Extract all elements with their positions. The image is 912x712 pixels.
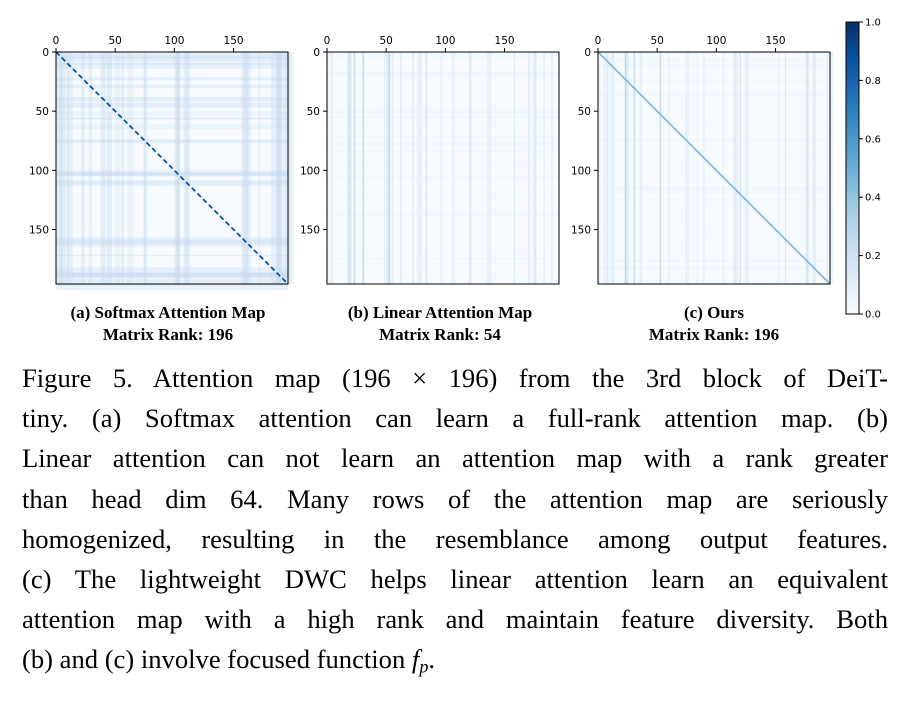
y-tick-label: 50 bbox=[307, 106, 320, 118]
y-tick-label: 0 bbox=[42, 47, 49, 59]
panel-c-title: (c) Ours bbox=[684, 303, 744, 322]
x-tick-label: 150 bbox=[495, 35, 515, 47]
x-tick-label: 150 bbox=[224, 35, 244, 47]
panel-b-rank: Matrix Rank: 54 bbox=[379, 325, 501, 344]
y-tick-label: 0 bbox=[584, 47, 591, 59]
colorbar-tick-label: 1.0 bbox=[865, 18, 881, 29]
x-tick-label: 100 bbox=[435, 35, 455, 47]
function-subscript: p bbox=[419, 656, 429, 677]
caption-line: Linear attention can not learn an attent… bbox=[22, 443, 888, 474]
x-tick-label: 0 bbox=[595, 35, 602, 47]
panel-a-caption: (a) Softmax Attention Map Matrix Rank: 1… bbox=[48, 302, 288, 346]
y-tick-label: 150 bbox=[29, 225, 49, 237]
colorbar-tick-label: 0.2 bbox=[865, 251, 881, 262]
attention-diagonal bbox=[55, 51, 289, 285]
caption-last-line: (b) and (c) involve focused function fp. bbox=[22, 639, 888, 687]
panel-b-plot: 0 50 100 150 0 50 100 150 bbox=[300, 35, 560, 285]
caption-line: attention map with a high rank and maint… bbox=[22, 604, 888, 635]
x-tick-label: 100 bbox=[706, 35, 726, 47]
figure-5: 0 50 100 150 0 50 100 150 0 50 100 150 0 50 100 150 0 50 1… bbox=[29, 18, 881, 346]
y-tick-label: 50 bbox=[36, 106, 49, 118]
panel-c-caption: (c) Ours Matrix Rank: 196 bbox=[594, 302, 834, 346]
caption-line: Figure 5. Attention map (196 × 196) from… bbox=[22, 363, 888, 393]
attention-diagonal bbox=[597, 51, 831, 285]
x-tick-label: 150 bbox=[766, 35, 786, 47]
heatmap-texture bbox=[327, 52, 559, 284]
plot-frame bbox=[55, 51, 289, 285]
caption-line: (c) The lightweight DWC helps linear att… bbox=[22, 564, 888, 595]
x-tick-label: 100 bbox=[164, 35, 184, 47]
heatmap-texture bbox=[598, 52, 833, 286]
caption-last-prefix: (b) and (c) involve focused function bbox=[22, 644, 412, 675]
figure-caption: Figure 5. Attention map (196 × 196) from… bbox=[22, 358, 888, 687]
x-tick-label: 50 bbox=[379, 35, 392, 47]
panel-c-plot: 0 50 100 150 0 50 100 150 bbox=[571, 35, 833, 286]
plot-frame bbox=[597, 51, 831, 285]
y-tick-label: 150 bbox=[571, 225, 591, 237]
panel-a-rank: Matrix Rank: 196 bbox=[102, 325, 234, 344]
x-tick-label: 50 bbox=[108, 35, 121, 47]
colorbar-tick-label: 0.8 bbox=[865, 76, 881, 87]
y-tick-label: 150 bbox=[300, 225, 320, 237]
heatmap-texture bbox=[56, 52, 294, 290]
function-symbol: f bbox=[411, 644, 420, 675]
caption-line: than head dim 64. Many rows of the atten… bbox=[22, 483, 888, 514]
x-tick-label: 0 bbox=[53, 35, 60, 47]
panel-a-title: (a) Softmax Attention Map bbox=[70, 303, 266, 322]
colorbar-scale bbox=[845, 21, 860, 315]
y-tick-label: 100 bbox=[300, 165, 320, 177]
colorbar-tick-label: 0.6 bbox=[865, 134, 881, 145]
caption-line: tiny. (a) Softmax attention can learn a … bbox=[22, 403, 888, 434]
plot-frame bbox=[326, 51, 560, 285]
y-tick-label: 100 bbox=[29, 165, 49, 177]
caption-last-suffix: . bbox=[428, 644, 436, 675]
y-tick-label: 50 bbox=[578, 106, 591, 118]
x-tick-label: 50 bbox=[650, 35, 663, 47]
panel-a-plot: 0 50 100 150 0 50 100 150 bbox=[29, 35, 294, 290]
panel-c-rank: Matrix Rank: 196 bbox=[648, 325, 780, 344]
x-tick-label: 0 bbox=[324, 35, 331, 47]
y-tick-label: 0 bbox=[313, 47, 320, 59]
colorbar-tick-label: 0.0 bbox=[865, 310, 881, 321]
colorbar-tick-label: 0.4 bbox=[865, 193, 881, 204]
focused-function-symbol: fp bbox=[411, 644, 429, 677]
panel-b-caption: (b) Linear Attention Map Matrix Rank: 54 bbox=[318, 302, 562, 346]
y-tick-label: 100 bbox=[571, 165, 591, 177]
heatmap-background bbox=[327, 52, 559, 284]
caption-line: homogenized, resulting in the resemblanc… bbox=[22, 523, 888, 554]
attention-map-figure: 0 50 100 150 0 50 100 150 0 50 100 150 0 50 100 150 0 50 1… bbox=[29, 18, 881, 321]
panel-b-title: (b) Linear Attention Map bbox=[347, 303, 533, 322]
colorbar: 0.0 0.2 0.4 0.6 0.8 1.0 bbox=[845, 18, 881, 321]
